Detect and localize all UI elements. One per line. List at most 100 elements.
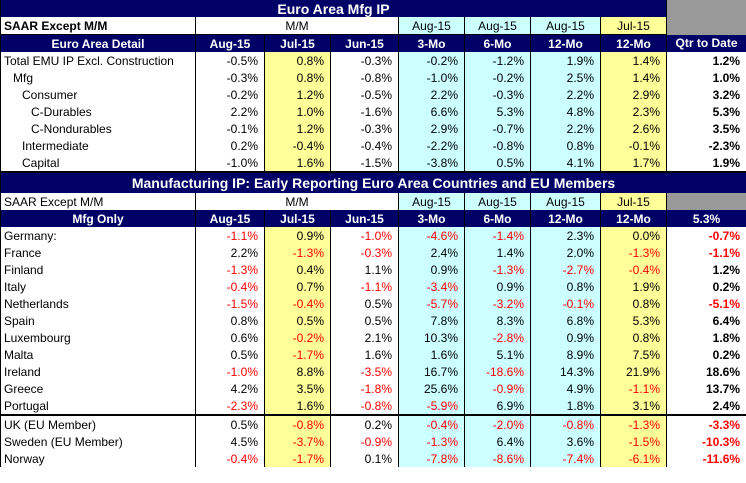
value-cell: 0.1% xyxy=(330,450,399,467)
gray-corner-cell-2 xyxy=(666,193,746,210)
value-cell: 7.5% xyxy=(599,346,668,363)
sec1-col-header: Aug-15 xyxy=(195,34,265,52)
value-cell: -1.3% xyxy=(398,433,465,450)
value-cell: -0.7% xyxy=(464,120,531,137)
value-cell: -3.3% xyxy=(666,415,746,433)
table-row: Intermediate 0.2% -0.4% -0.4% -2.2% -0.8% 0.8%… xyxy=(0,137,746,154)
value-cell: 1.0% xyxy=(666,69,746,86)
value-cell: 1.4% xyxy=(599,69,668,86)
value-cell: -2.8% xyxy=(464,329,531,346)
table-row: Finland -1.3% 0.4% 1.1% 0.9% -1.3% -2.7% -0.4% 1… xyxy=(0,261,746,278)
value-cell: 2.9% xyxy=(398,120,465,137)
value-cell: 2.1% xyxy=(330,329,399,346)
value-cell: 1.6% xyxy=(330,346,399,363)
row-label: Mfg xyxy=(0,69,196,86)
sec2-aug15-header-c: Aug-15 xyxy=(530,193,601,210)
value-cell: 1.6% xyxy=(264,154,331,172)
value-cell: -0.3% xyxy=(330,52,399,69)
value-cell: 21.9% xyxy=(599,363,668,380)
section1-title: Euro Area Mfg IP xyxy=(0,0,668,17)
value-cell: 14.3% xyxy=(530,363,601,380)
value-cell: 0.2% xyxy=(666,346,746,363)
value-cell: -1.1% xyxy=(666,244,746,261)
row-label: Sweden (EU Member) xyxy=(0,433,196,450)
sec2-col-header: 3-Mo xyxy=(398,210,465,227)
value-cell: 1.4% xyxy=(599,52,668,69)
gray-corner-cell xyxy=(666,0,746,35)
value-cell: 0.4% xyxy=(264,261,331,278)
value-cell: 0.7% xyxy=(264,278,331,295)
value-cell: 1.4% xyxy=(464,244,531,261)
value-cell: -3.7% xyxy=(264,433,331,450)
table-row: Italy -0.4% 0.7% -1.1% -3.4% 0.9% 0.8% 1.9% 0.2% xyxy=(0,278,746,295)
value-cell: -4.6% xyxy=(398,227,465,244)
value-cell: -0.2% xyxy=(398,52,465,69)
value-cell: -18.6% xyxy=(464,363,531,380)
value-cell: 3.5% xyxy=(666,120,746,137)
value-cell: 6.6% xyxy=(398,103,465,120)
value-cell: -1.5% xyxy=(195,295,265,312)
sec1-aug15-header-b: Aug-15 xyxy=(464,17,531,35)
sec1-jul15-header: Jul-15 xyxy=(599,17,668,35)
value-cell: -0.4% xyxy=(195,450,265,467)
value-cell: 8.8% xyxy=(264,363,331,380)
table-row: France 2.2% -1.3% -0.3% 2.4% 1.4% 2.0% -1.3% -1.… xyxy=(0,244,746,261)
value-cell: 0.2% xyxy=(195,137,265,154)
value-cell: -0.4% xyxy=(264,137,331,154)
value-cell: -0.4% xyxy=(195,278,265,295)
value-cell: -1.1% xyxy=(195,227,265,244)
row-label: Greece xyxy=(0,380,196,397)
value-cell: 2.4% xyxy=(666,397,746,416)
sec2-col-header: Aug-15 xyxy=(195,210,265,227)
value-cell: -1.0% xyxy=(195,363,265,380)
table-row: Total EMU IP Excl. Construction -0.5% 0.8%… xyxy=(0,52,746,69)
value-cell: -0.1% xyxy=(530,295,601,312)
sec2-col-header: 12-Mo xyxy=(599,210,668,227)
table-row: Greece 4.2% 3.5% -1.8% 25.6% -0.9% 4.9% -1.1% 13… xyxy=(0,380,746,397)
value-cell: -1.3% xyxy=(599,244,668,261)
value-cell: -0.4% xyxy=(599,261,668,278)
sec1-col-header: 6-Mo xyxy=(464,34,531,52)
value-cell: 13.7% xyxy=(666,380,746,397)
value-cell: 5.3% xyxy=(464,103,531,120)
value-cell: -0.4% xyxy=(330,137,399,154)
value-cell: 0.0% xyxy=(599,227,668,244)
value-cell: -3.4% xyxy=(398,278,465,295)
value-cell: -2.0% xyxy=(464,415,531,433)
sec2-detail-header: Mfg Only xyxy=(0,210,196,227)
value-cell: -0.2% xyxy=(464,69,531,86)
sec2-col-header: Jul-15 xyxy=(264,210,331,227)
value-cell: -3.5% xyxy=(330,363,399,380)
value-cell: -1.4% xyxy=(464,227,531,244)
value-cell: -0.9% xyxy=(330,433,399,450)
value-cell: 2.5% xyxy=(530,69,601,86)
sec2-col-header: 6-Mo xyxy=(464,210,531,227)
sec1-aug15-header-a: Aug-15 xyxy=(398,17,465,35)
table-row: Luxembourg 0.6% -0.2% 2.1% 10.3% -2.8% 0.9% 0.8… xyxy=(0,329,746,346)
value-cell: 1.9% xyxy=(599,278,668,295)
sec2-subheader-left: SAAR Except M/M xyxy=(0,193,196,210)
value-cell: 1.6% xyxy=(398,346,465,363)
sec1-col-header: 12-Mo xyxy=(599,34,668,52)
value-cell: 0.8% xyxy=(599,329,668,346)
value-cell: 18.6% xyxy=(666,363,746,380)
sec2-jul15-header: Jul-15 xyxy=(599,193,668,210)
value-cell: 6.8% xyxy=(530,312,601,329)
value-cell: -0.9% xyxy=(464,380,531,397)
value-cell: 3.2% xyxy=(666,86,746,103)
value-cell: 0.5% xyxy=(464,154,531,172)
table-row: C-Nondurables -0.1% 1.2% -0.3% 2.9% -0.7% 2.2%… xyxy=(0,120,746,137)
value-cell: -5.9% xyxy=(398,397,465,416)
value-cell: -1.6% xyxy=(330,103,399,120)
value-cell: 3.6% xyxy=(530,433,601,450)
value-cell: 1.0% xyxy=(264,103,331,120)
value-cell: 4.8% xyxy=(530,103,601,120)
row-label: Netherlands xyxy=(0,295,196,312)
value-cell: 0.2% xyxy=(666,278,746,295)
value-cell: 0.9% xyxy=(530,329,601,346)
value-cell: 2.2% xyxy=(530,120,601,137)
table-row: C-Durables 2.2% 1.0% -1.6% 6.6% 5.3% 4.8% 2.3% 5… xyxy=(0,103,746,120)
value-cell: 0.2% xyxy=(330,415,399,433)
value-cell: 1.6% xyxy=(264,397,331,416)
